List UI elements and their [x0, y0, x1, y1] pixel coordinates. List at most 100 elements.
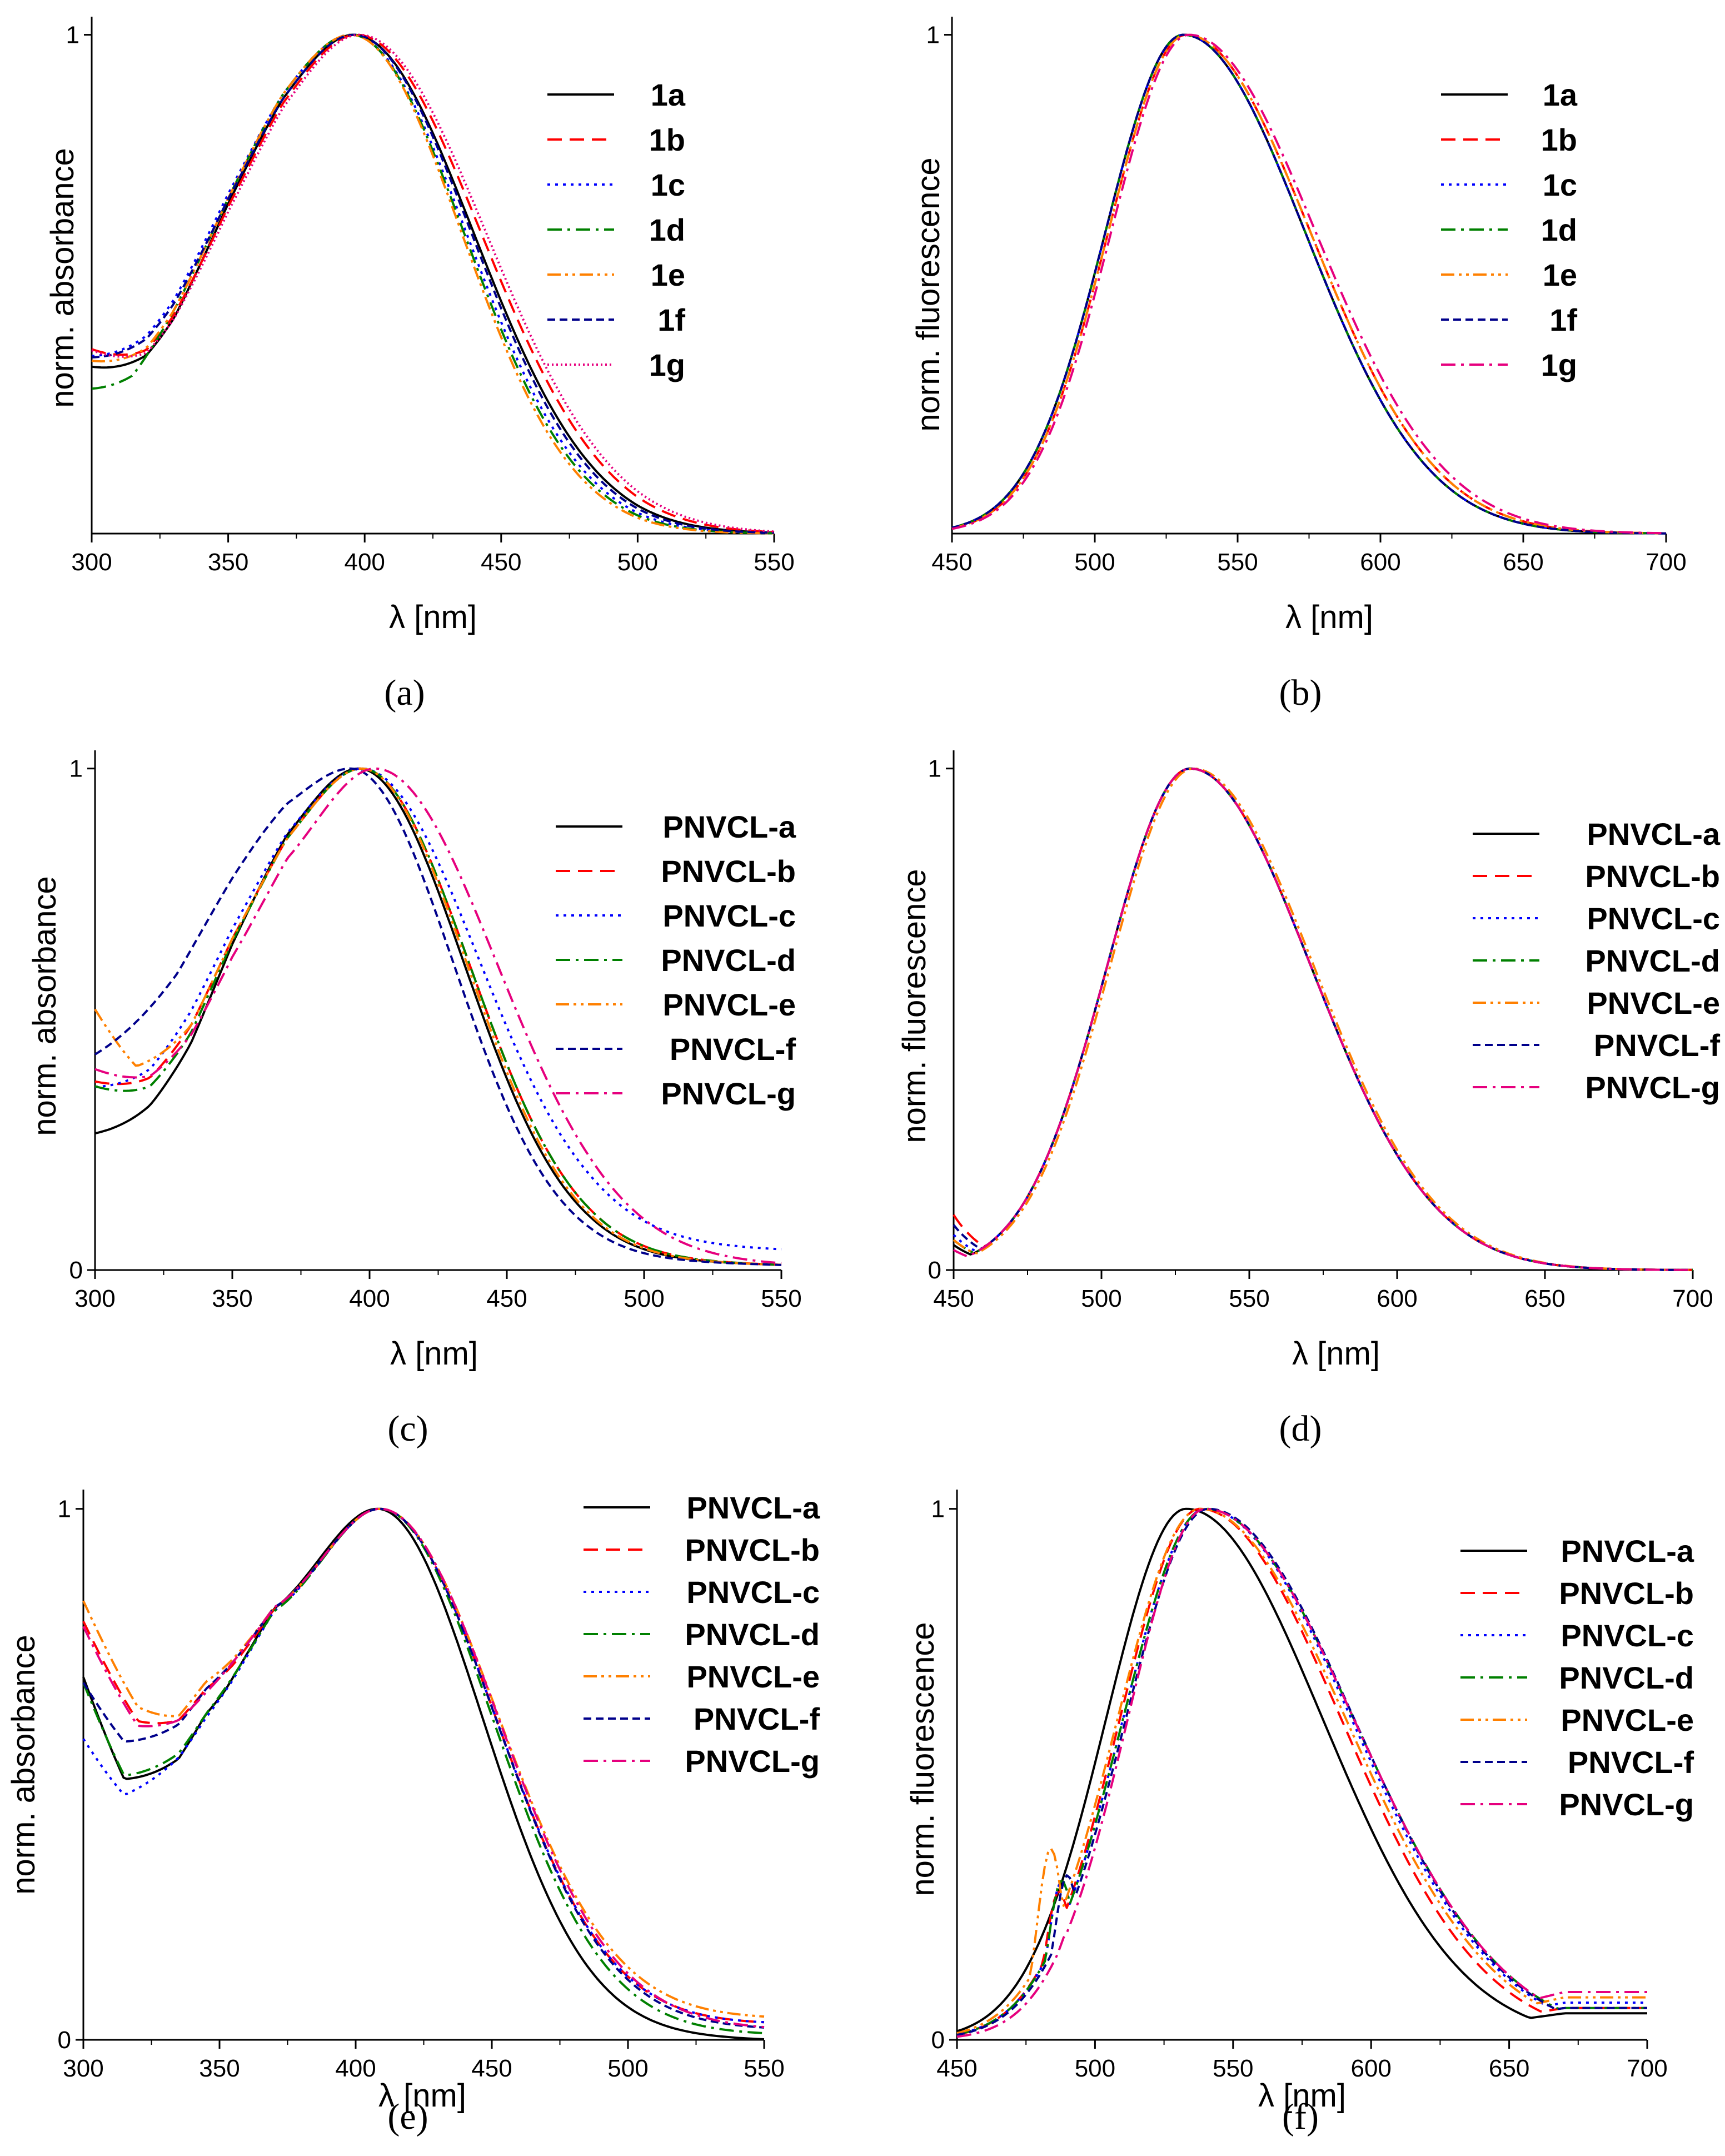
- y-tick-label: 1: [926, 22, 940, 49]
- legend-label-1a: 1a: [651, 77, 686, 112]
- legend-label-PNVCL-d: PNVCL-d: [1585, 943, 1720, 978]
- legend-label-1f: 1f: [657, 302, 685, 337]
- legend-label-1f: 1f: [1549, 302, 1577, 337]
- y-axis-title: norm. fluorescence: [910, 157, 946, 431]
- series-line-PNVCL-a: [953, 767, 1693, 1271]
- x-tick-label: 650: [1524, 1285, 1565, 1312]
- legend-label-PNVCL-b: PNVCL-b: [1585, 859, 1720, 894]
- x-axis-title: λ [nm]: [389, 599, 477, 635]
- x-tick-label: 550: [1213, 2055, 1253, 2082]
- panel-label: (e): [387, 2097, 428, 2137]
- y-tick-label: 1: [58, 1496, 71, 1523]
- panel-a: (a) λ [nm] norm. absorbance 300 350 400 450…: [44, 17, 795, 713]
- series-line-1g: [951, 33, 1667, 535]
- x-tick-label: 550: [744, 2055, 784, 2082]
- series-line-PNVCL-b: [956, 1507, 1647, 2036]
- x-tick-label: 500: [617, 549, 658, 576]
- y-tick-label: 0: [58, 2026, 71, 2054]
- x-tick-label: 500: [1075, 2055, 1115, 2082]
- series-line-PNVCL-a: [82, 1507, 765, 2040]
- legend-label-PNVCL-e: PNVCL-e: [1561, 1702, 1694, 1737]
- series-line-PNVCL-c: [953, 767, 1693, 1271]
- x-tick-label: 600: [1377, 1285, 1417, 1312]
- panel-label: (a): [384, 673, 425, 713]
- series-line-PNVCL-f: [956, 1507, 1647, 2037]
- series-line-PNVCL-e: [953, 767, 1693, 1271]
- x-tick-label: 350: [212, 1285, 252, 1312]
- legend-label-PNVCL-g: PNVCL-g: [661, 1076, 796, 1111]
- series-line-PNVCL-g: [82, 1507, 765, 2029]
- x-tick-label: 500: [607, 2055, 648, 2082]
- x-tick-label: 550: [761, 1285, 801, 1312]
- panel-b: (b) λ [nm] norm. fluorescence 450 500 550 6…: [910, 17, 1687, 713]
- x-axis-title: λ [nm]: [390, 1336, 478, 1372]
- x-tick-label: 650: [1489, 2055, 1529, 2082]
- series-line-PNVCL-d: [953, 767, 1693, 1271]
- legend-label-PNVCL-f: PNVCL-f: [1594, 1028, 1720, 1063]
- x-tick-label: 400: [349, 1285, 390, 1312]
- series-line-PNVCL-e: [94, 767, 782, 1266]
- legend-label-1g: 1g: [649, 347, 685, 382]
- x-tick-label: 600: [1360, 549, 1400, 576]
- legend-label-PNVCL-g: PNVCL-g: [685, 1744, 820, 1779]
- legend-label-PNVCL-c: PNVCL-c: [1587, 901, 1720, 936]
- legend-label-PNVCL-b: PNVCL-b: [661, 854, 796, 889]
- x-tick-label: 550: [754, 549, 794, 576]
- series-line-PNVCL-f: [94, 767, 782, 1266]
- series-line-1b: [951, 33, 1666, 535]
- x-axis-title: λ [nm]: [1258, 2078, 1346, 2114]
- panel-c: (c) λ [nm] norm. absorbance 300 350 400 450…: [27, 750, 802, 1449]
- series-line-1b: [91, 33, 775, 534]
- series-line-PNVCL-g: [956, 1507, 1647, 2038]
- series-line-1e: [91, 33, 774, 535]
- x-tick-label: 450: [471, 2055, 512, 2082]
- x-tick-label: 700: [1646, 549, 1686, 576]
- x-tick-label: 650: [1503, 549, 1543, 576]
- panel-f: (f) λ [nm] norm. fluorescence 450 500 550 6…: [905, 1490, 1694, 2137]
- x-tick-label: 700: [1627, 2055, 1667, 2082]
- panel-label: (c): [387, 1408, 428, 1449]
- x-tick-label: 400: [344, 549, 385, 576]
- series-line-PNVCL-c: [956, 1507, 1647, 2036]
- y-axis-title: norm. fluorescence: [896, 869, 933, 1143]
- legend-label-PNVCL-a: PNVCL-a: [662, 809, 796, 844]
- series-line-PNVCL-c: [82, 1507, 765, 2024]
- x-tick-label: 300: [63, 2055, 103, 2082]
- y-tick-label: 1: [69, 755, 83, 783]
- series-line-PNVCL-d: [82, 1507, 765, 2034]
- series-line-PNVCL-f: [82, 1507, 765, 2029]
- series-line-1f: [91, 33, 775, 534]
- legend-label-1e: 1e: [651, 257, 685, 292]
- legend-label-PNVCL-a: PNVCL-a: [1561, 1533, 1694, 1569]
- y-tick-label: 0: [69, 1257, 83, 1284]
- series-line-PNVCL-g: [94, 767, 782, 1264]
- x-tick-label: 450: [486, 1285, 527, 1312]
- x-tick-label: 400: [335, 2055, 376, 2082]
- panel-label: (f): [1282, 2097, 1319, 2137]
- legend-label-1c: 1c: [1543, 167, 1577, 202]
- legend-label-PNVCL-d: PNVCL-d: [1559, 1660, 1694, 1695]
- series-line-PNVCL-f: [953, 767, 1693, 1271]
- series-line-1d: [951, 33, 1667, 535]
- y-tick-label: 1: [66, 22, 79, 49]
- legend-label-1c: 1c: [651, 167, 685, 202]
- x-tick-label: 700: [1672, 1285, 1713, 1312]
- series-line-PNVCL-b: [82, 1507, 765, 2024]
- y-axis-title: norm. absorbance: [27, 876, 63, 1136]
- y-axis-title: norm. absorbance: [6, 1635, 42, 1894]
- series-line-1d: [91, 33, 774, 535]
- x-tick-label: 500: [1081, 1285, 1121, 1312]
- y-tick-label: 0: [931, 2026, 945, 2054]
- legend-label-PNVCL-a: PNVCL-a: [1587, 816, 1720, 852]
- legend-label-1a: 1a: [1543, 77, 1578, 112]
- legend-label-1g: 1g: [1541, 347, 1577, 382]
- y-tick-label: 1: [928, 755, 941, 783]
- panel-e: (e) λ [nm] norm. absorbance 300 350 400 450…: [6, 1490, 820, 2137]
- x-tick-label: 300: [74, 1285, 115, 1312]
- legend-label-PNVCL-f: PNVCL-f: [670, 1032, 796, 1067]
- legend-label-PNVCL-a: PNVCL-a: [686, 1490, 820, 1525]
- legend-label-PNVCL-d: PNVCL-d: [685, 1617, 820, 1652]
- series-line-PNVCL-a: [956, 1507, 1647, 2033]
- series-line-PNVCL-b: [953, 767, 1693, 1271]
